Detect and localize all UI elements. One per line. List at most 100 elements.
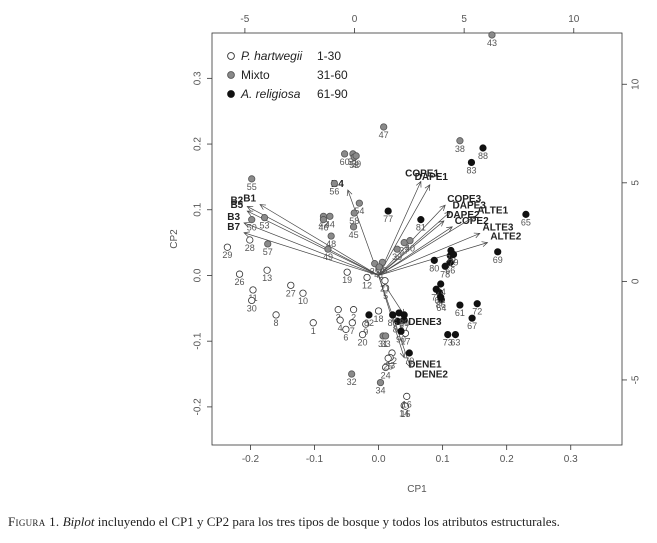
point-label: 89 [399, 318, 409, 328]
data-point [384, 207, 392, 215]
point-label: 81 [416, 223, 426, 233]
point-label: 55 [247, 182, 257, 192]
data-point [309, 319, 317, 327]
vector-b3: B3 [227, 212, 379, 276]
x-tick-label: -0.2 [242, 454, 260, 465]
vector-label: COPE1 [405, 169, 439, 180]
data-point [248, 175, 256, 183]
point-label: 69 [493, 255, 503, 265]
vector-arrow-line [247, 210, 379, 276]
vector-label: ALTE2 [490, 232, 521, 243]
data-point [397, 327, 405, 335]
point-label: 49 [323, 252, 333, 262]
point-label: 30 [247, 303, 257, 313]
point-label: 42 [318, 219, 328, 229]
data-point [264, 240, 272, 248]
point-label: 60 [340, 157, 350, 167]
right-tick-label: 0 [631, 278, 642, 284]
data-point [263, 266, 271, 274]
data-point [348, 319, 356, 327]
data-point [350, 209, 358, 217]
point-label: 35 [370, 267, 380, 277]
point-label: 21 [380, 284, 390, 294]
x-tick-label: 0.0 [372, 454, 386, 465]
y-tick-label: -0.2 [193, 398, 204, 416]
data-point [349, 223, 358, 231]
vector-alte3: ALTE3 [378, 222, 514, 276]
vector-arrow-head [259, 204, 267, 210]
caption-italic-term: Biplot [62, 514, 95, 529]
top-tick-label: 10 [568, 14, 580, 25]
data-point [393, 245, 401, 253]
top-tick-label: 0 [352, 14, 358, 25]
data-point [430, 256, 438, 264]
vector-arrow-line [378, 233, 480, 276]
data-point [324, 245, 332, 253]
data-point [365, 311, 373, 319]
point-label: 43 [487, 38, 497, 48]
point-label: 77 [383, 214, 393, 224]
legend-entry: Mixto 31-60 [227, 68, 348, 82]
data-point [330, 179, 338, 188]
legend-marker [227, 52, 235, 60]
data-point [358, 331, 367, 339]
point-label: 23 [385, 361, 395, 371]
data-point [446, 258, 454, 266]
data-point [375, 263, 383, 271]
vector-arrow-head [246, 206, 254, 212]
x-tick-label: -0.1 [306, 454, 324, 465]
point-label: 16 [402, 399, 412, 409]
vector-arrow-head [444, 211, 451, 218]
x-tick-label: 0.1 [436, 454, 450, 465]
point-label: 70 [404, 356, 414, 366]
legend-range: 61-90 [317, 87, 348, 101]
data-point [374, 307, 383, 315]
point-label: 50 [247, 223, 257, 233]
data-point [341, 150, 349, 158]
point-label: 13 [262, 273, 272, 283]
point-label: 12 [362, 280, 372, 290]
vector-arrow-head [473, 232, 481, 239]
point-label: 14 [399, 409, 409, 419]
data-point [406, 237, 414, 245]
vector-alte1: ALTE1 [378, 205, 509, 276]
data-point [355, 199, 363, 207]
point-label: 38 [455, 144, 465, 154]
point-label: 84 [393, 324, 403, 334]
vector-label: DENE2 [415, 369, 449, 380]
data-point [299, 289, 307, 297]
point-label: 15 [400, 409, 410, 419]
legend-name: P. hartwegii [241, 49, 302, 63]
y-tick-label: 0.0 [193, 268, 204, 282]
data-point [451, 331, 460, 339]
point-label: 52 [349, 160, 359, 170]
data-point [441, 262, 449, 270]
y-tick-label: -0.1 [193, 332, 204, 350]
point-label: 19 [342, 275, 352, 285]
data-point [352, 152, 360, 160]
point-label: 54 [354, 206, 364, 216]
data-point [246, 236, 254, 244]
top-tick-label: 5 [461, 14, 467, 25]
point-label: 1 [311, 326, 316, 336]
vector-arrow-line [247, 206, 379, 276]
point-label: 22 [387, 356, 397, 366]
point-label: 65 [521, 217, 531, 227]
series-black: 6162636465666768697071727374757677787980… [364, 144, 531, 366]
point-label: 37 [399, 246, 409, 256]
vector-b2: B2 [230, 195, 379, 276]
axes: -0.2 -0.1 0.0 0.1 0.2 0.3 -0.2 -0.1 0.0 0.1 0.2 0.3… [193, 14, 642, 465]
vector-b7: B7 [227, 222, 379, 276]
data-point [494, 248, 502, 256]
data-point [349, 306, 358, 314]
vector-cope2: COPE2 [378, 216, 489, 276]
data-point [363, 273, 371, 282]
vector-label: ALTE3 [483, 222, 514, 233]
legend-name: A. religiosa [240, 87, 301, 101]
legend-marker [227, 90, 235, 98]
data-point [327, 232, 335, 240]
data-point [343, 268, 351, 276]
vector-dape2: DAPE2 [378, 210, 480, 276]
point-label: 32 [347, 377, 357, 387]
